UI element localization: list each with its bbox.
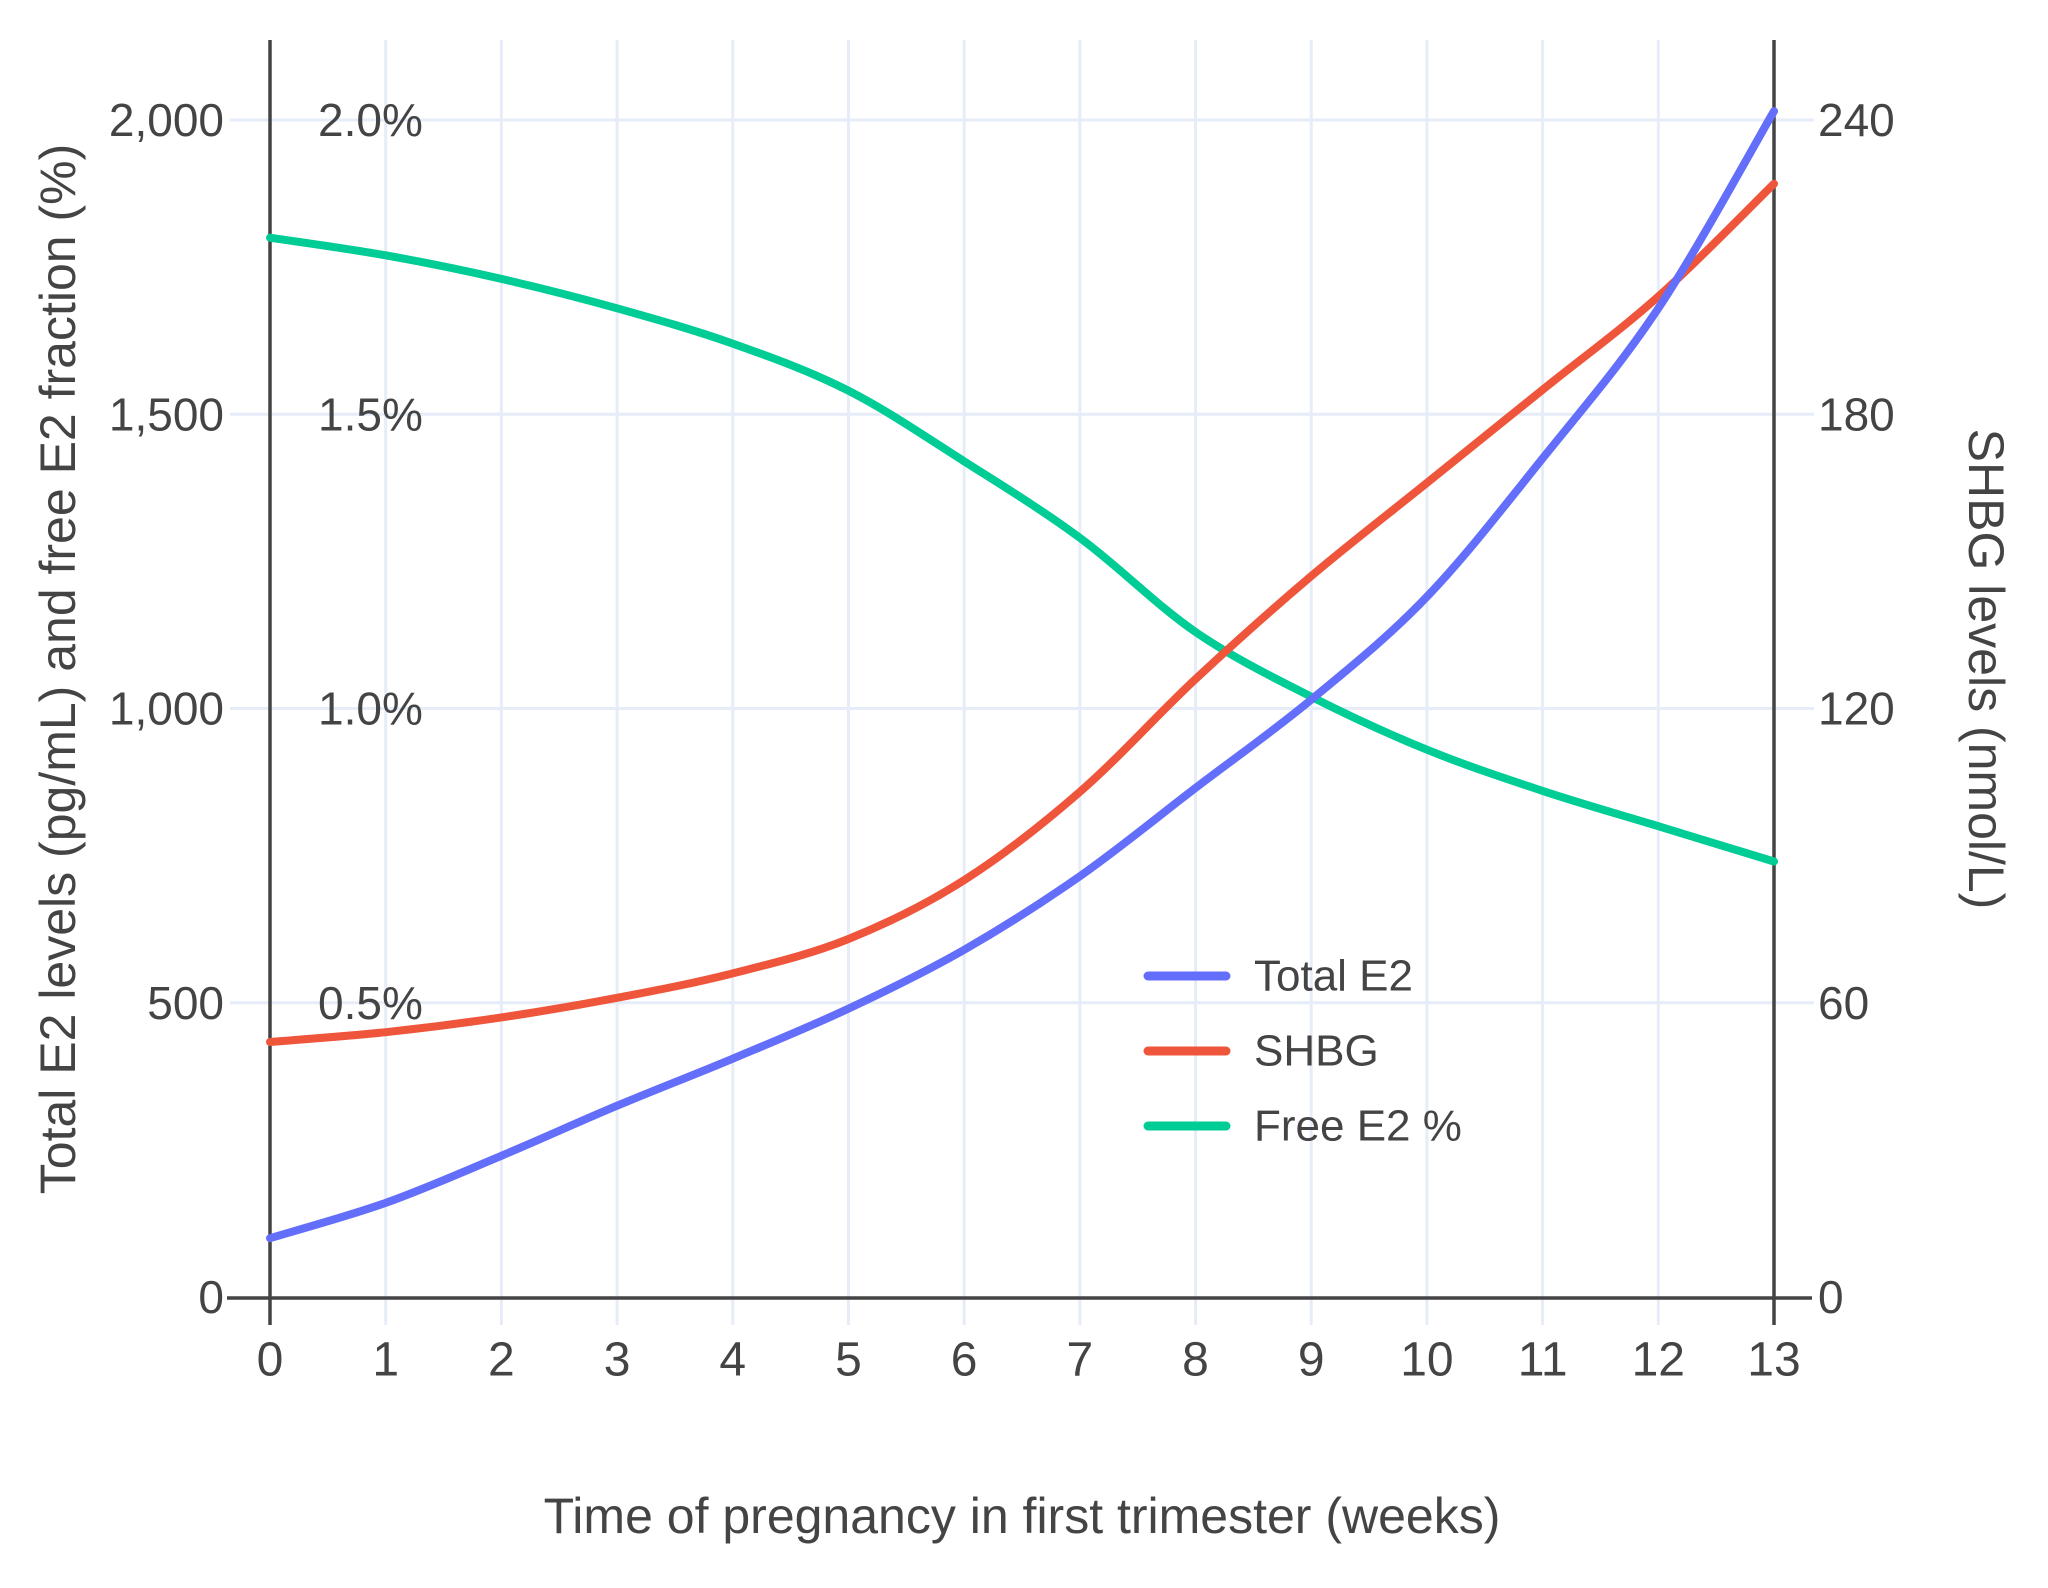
x-tick-label: 11	[1518, 1334, 1568, 1387]
series-line-free-e2-	[266, 233, 1778, 866]
free-e2-pct-annotation: 1.5%	[318, 388, 423, 440]
series-line-total-e2	[266, 107, 1778, 1243]
y-tick-label-right: 240	[1818, 94, 1895, 146]
x-tick-label: 10	[1400, 1334, 1453, 1387]
x-tick-label: 0	[257, 1334, 284, 1387]
y-tick-label-left: 0	[198, 1271, 224, 1323]
axis-lines	[227, 40, 1812, 1325]
y-axis-title-right: SHBG levels (nmol/L)	[1958, 429, 2014, 910]
x-tick-label: 2	[488, 1334, 515, 1387]
free-e2-pct-annotation: 0.5%	[318, 977, 423, 1029]
x-tick-label: 6	[951, 1334, 978, 1387]
y-tick-label-left: 2,000	[109, 94, 224, 146]
x-tick-label: 9	[1298, 1334, 1325, 1387]
x-tick-label: 1	[372, 1334, 399, 1387]
legend-label: Free E2 %	[1254, 1102, 1462, 1151]
x-tick-label: 3	[604, 1334, 631, 1387]
legend-label: Total E2	[1254, 952, 1413, 1001]
y-tick-label-left: 500	[147, 977, 224, 1029]
x-tick-label: 7	[1066, 1334, 1093, 1387]
legend-item-free-e2-[interactable]: Free E2 %	[1143, 1102, 1462, 1151]
legend-item-shbg[interactable]: SHBG	[1143, 1027, 1379, 1076]
y-tick-label-right: 180	[1818, 388, 1895, 440]
legend-item-total-e2[interactable]: Total E2	[1143, 952, 1413, 1001]
x-tick-label: 12	[1632, 1334, 1685, 1387]
legend: Total E2 SHBG Free E2 %	[1143, 952, 1462, 1151]
x-axis-title: Time of pregnancy in first trimester (we…	[544, 1488, 1501, 1544]
series-line-shbg	[266, 179, 1778, 1046]
y-axis-title-left: Total E2 levels (pg/mL) and free E2 frac…	[30, 144, 86, 1194]
gridlines	[230, 40, 1814, 1297]
percent-annotations: 0.5% 1.0% 1.5% 2.0%	[318, 94, 423, 1029]
y-tick-label-right: 60	[1818, 977, 1869, 1029]
legend-label: SHBG	[1254, 1027, 1379, 1076]
y-tick-label-right: 0	[1818, 1271, 1844, 1323]
y-tick-label-left: 1,500	[109, 388, 224, 440]
y-tick-label-right: 120	[1818, 683, 1895, 735]
x-tick-label: 13	[1747, 1334, 1800, 1387]
x-tick-label: 4	[719, 1334, 746, 1387]
tick-marks	[384, 1298, 1776, 1325]
x-tick-label: 5	[835, 1334, 862, 1387]
free-e2-pct-annotation: 2.0%	[318, 94, 423, 146]
free-e2-pct-annotation: 1.0%	[318, 683, 423, 735]
x-tick-label: 8	[1182, 1334, 1209, 1387]
y-tick-label-left: 1,000	[109, 683, 224, 735]
series-lines	[266, 107, 1778, 1243]
